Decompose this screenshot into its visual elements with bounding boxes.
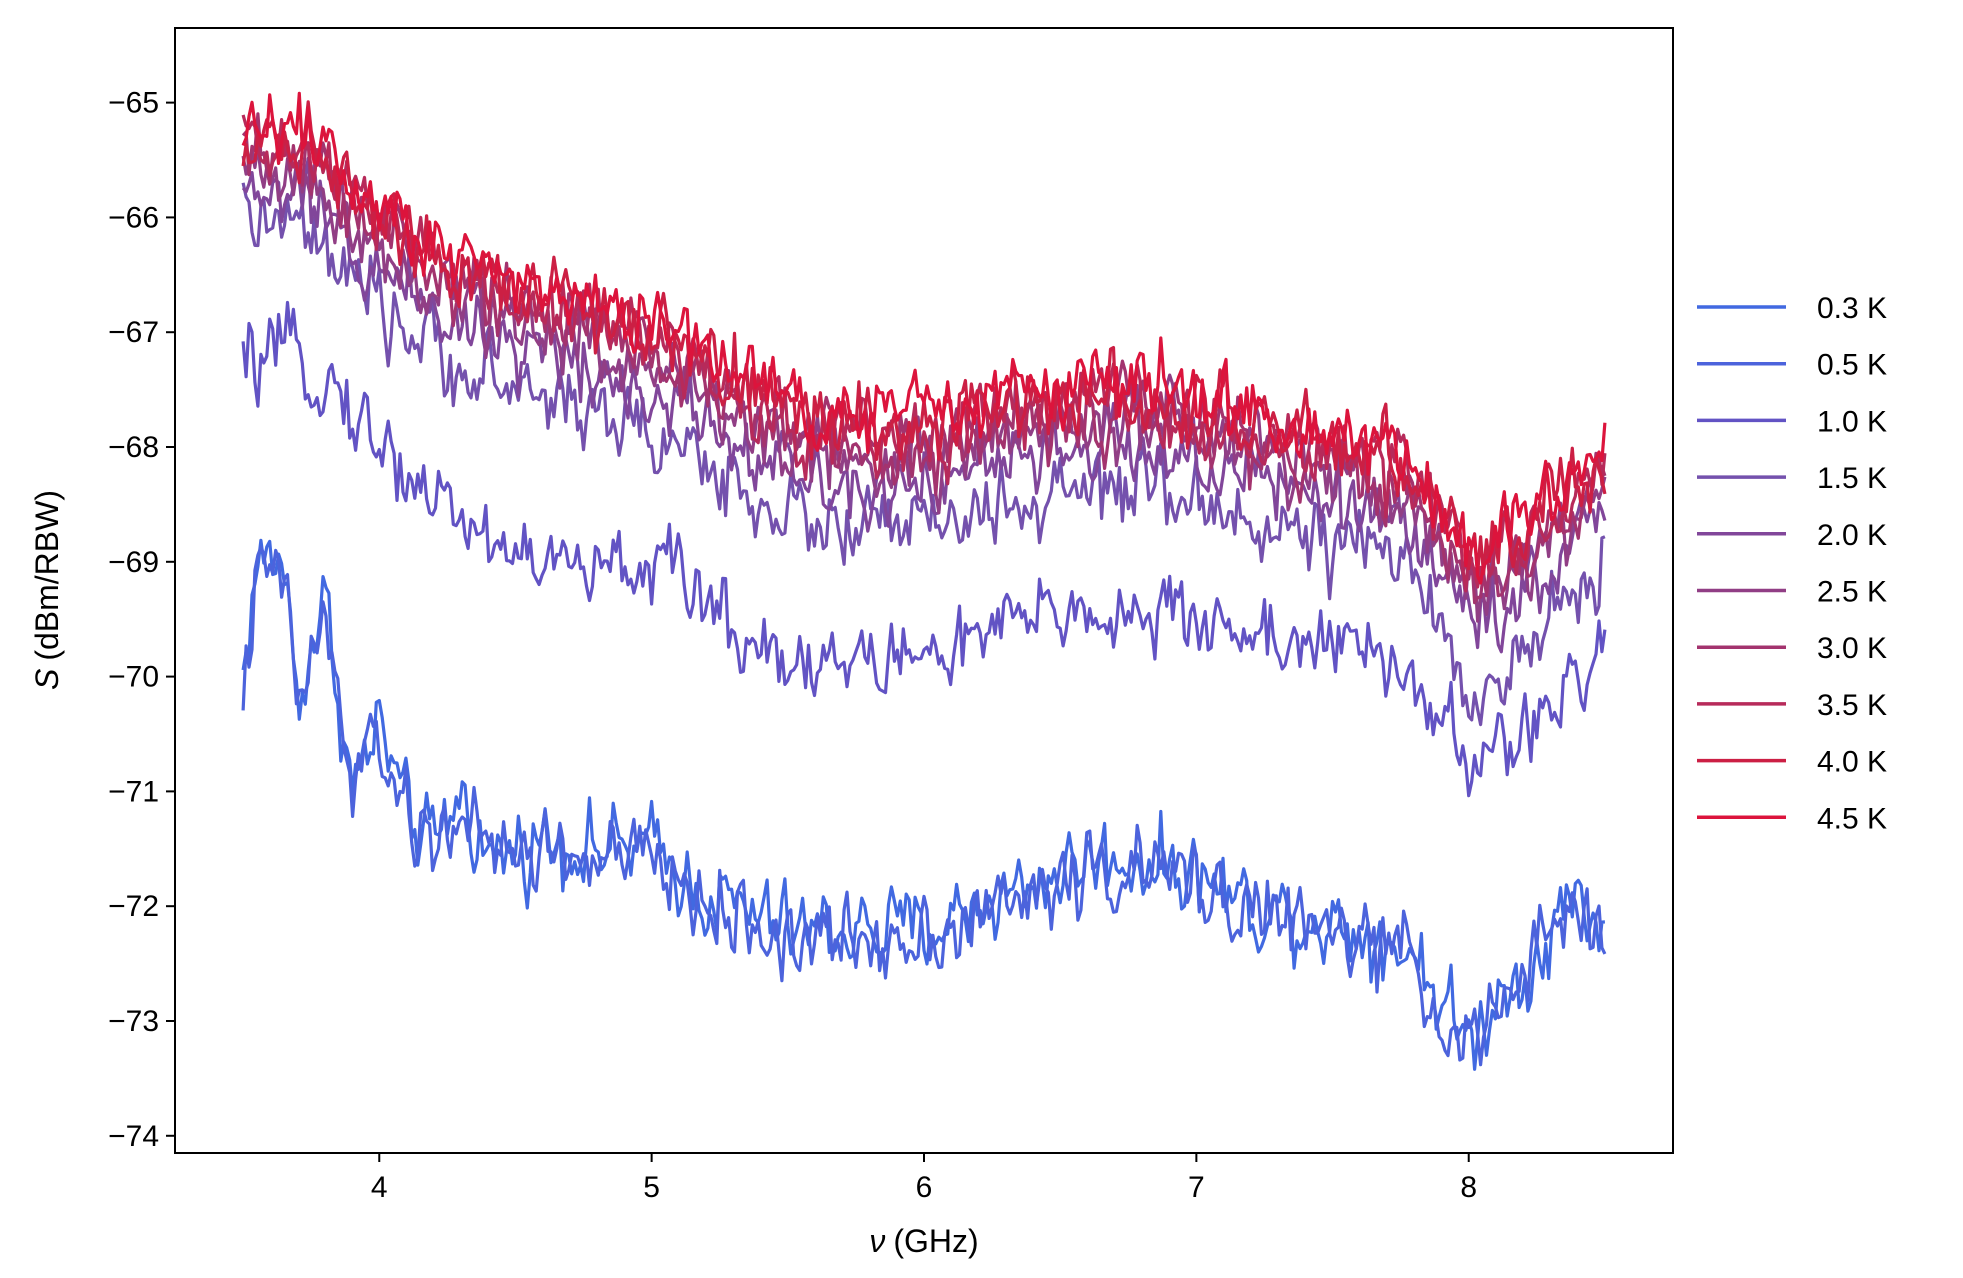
y-axis: −74 −73 −72 −71 −70 −69 −68 −67 −66 −65 — [108, 87, 175, 1153]
y-tick-label: −71 — [108, 775, 159, 808]
y-tick-label: −72 — [108, 890, 159, 923]
x-axis: 4 5 6 7 8 — [371, 1153, 1477, 1204]
legend-label: 2.5 K — [1817, 576, 1887, 609]
legend-label: 4.5 K — [1817, 802, 1887, 835]
y-tick-label: −70 — [108, 661, 159, 694]
y-axis-label-unit: (dBm/RBW) — [29, 490, 65, 661]
x-tick-label: 4 — [371, 1171, 388, 1204]
x-axis-label: ν (GHz) — [869, 1223, 978, 1259]
series-line — [241, 91, 1607, 585]
legend-label: 4.0 K — [1817, 746, 1887, 779]
x-tick-label: 8 — [1460, 1171, 1477, 1204]
x-tick-label: 5 — [643, 1171, 660, 1204]
legend: 0.3 K 0.5 K 1.0 K 1.5 K 2.0 K 2.5 K 3.0 K 3.5 K… — [1697, 292, 1887, 835]
y-tick-label: −67 — [108, 316, 159, 349]
x-tick-label: 6 — [916, 1171, 933, 1204]
legend-label: 0.5 K — [1817, 349, 1887, 382]
y-tick-label: −69 — [108, 546, 159, 579]
legend-label: 1.0 K — [1817, 405, 1887, 438]
series-line — [241, 300, 1607, 798]
y-axis-label: S (dBm/RBW) — [29, 490, 65, 690]
series-layer — [241, 91, 1607, 1071]
legend-label: 1.5 K — [1817, 462, 1887, 495]
y-tick-label: −74 — [108, 1120, 159, 1153]
y-tick-label: −73 — [108, 1005, 159, 1038]
legend-label: 0.3 K — [1817, 292, 1887, 325]
legend-label: 3.0 K — [1817, 632, 1887, 665]
series-line — [241, 545, 1607, 1067]
x-axis-label-unit: (GHz) — [893, 1223, 978, 1259]
y-tick-label: −68 — [108, 431, 159, 464]
y-tick-label: −66 — [108, 201, 159, 234]
y-axis-label-symbol: S — [29, 669, 65, 690]
series-line — [241, 182, 1606, 727]
x-tick-label: 7 — [1188, 1171, 1205, 1204]
x-axis-label-symbol: ν — [869, 1223, 885, 1259]
legend-label: 3.5 K — [1817, 689, 1887, 722]
series-line — [241, 538, 1606, 1071]
y-tick-label: −65 — [108, 87, 159, 120]
legend-label: 2.0 K — [1817, 519, 1887, 552]
